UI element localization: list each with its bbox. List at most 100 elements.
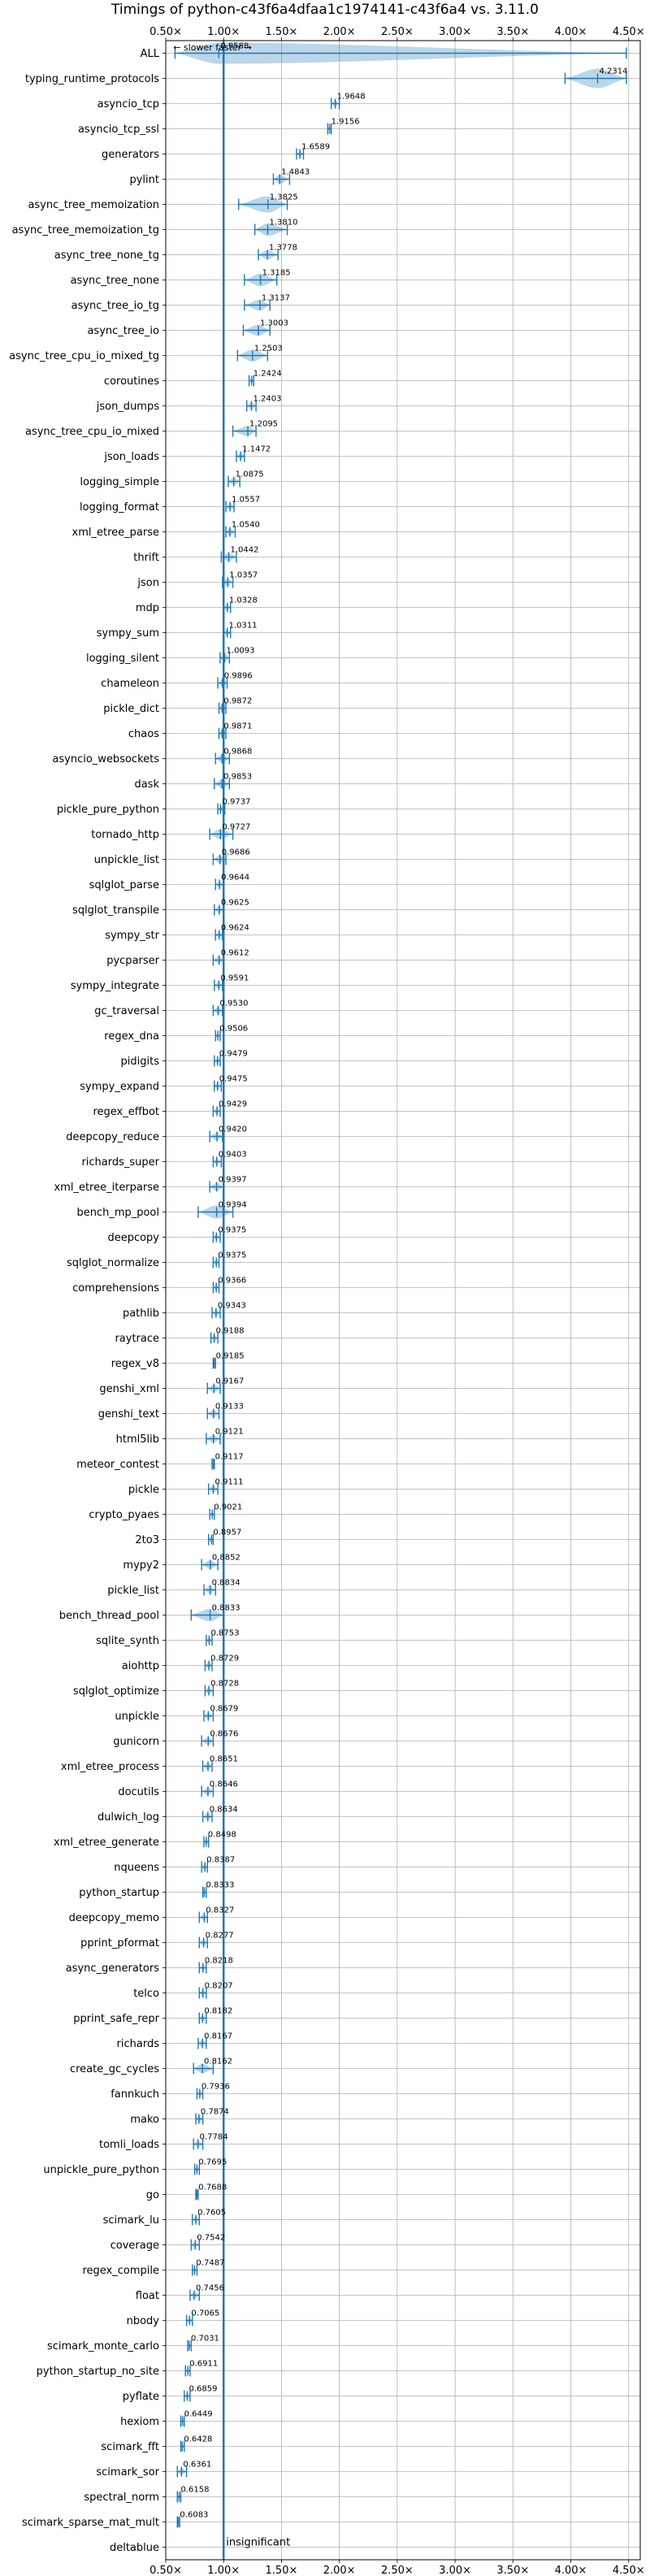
category-label: pidigits <box>121 1056 160 1068</box>
value-label: 1.0875 <box>236 471 264 479</box>
value-label: 1.0328 <box>229 596 258 605</box>
value-label: 0.9506 <box>219 1025 248 1034</box>
x-tick-label-bottom: 2.50× <box>381 2565 414 2576</box>
category-label: sqlglot_optimize <box>73 1685 159 1698</box>
value-label: 1.3825 <box>270 193 298 202</box>
value-label: 1.2424 <box>254 370 282 379</box>
value-label: 0.9111 <box>215 1478 244 1487</box>
value-label: 1.2403 <box>253 395 281 404</box>
category-label: genshi_xml <box>99 1383 159 1395</box>
category-label: sympy_expand <box>80 1081 159 1093</box>
value-label: 0.9133 <box>215 1403 244 1412</box>
value-label: 0.8646 <box>210 1780 238 1789</box>
value-label: 4.2314 <box>599 67 627 76</box>
category-label: comprehensions <box>72 1282 159 1295</box>
category-label: mako <box>130 2114 159 2126</box>
value-label: 0.8333 <box>206 1881 234 1890</box>
value-label: 0.8167 <box>204 2032 232 2041</box>
value-label: 0.7031 <box>191 2335 219 2344</box>
category-label: sqlite_synth <box>96 1635 159 1647</box>
category-label: deepcopy_memo <box>69 1912 159 1924</box>
value-label: 0.9167 <box>215 1377 244 1386</box>
category-label: scimark_fft <box>101 2441 159 2453</box>
category-label: sqlglot_parse <box>89 879 159 891</box>
category-label: spectral_norm <box>84 2491 159 2504</box>
category-label: deepcopy_reduce <box>66 1131 159 1143</box>
category-label: genshi_text <box>98 1408 159 1420</box>
category-label: regex_effbot <box>93 1106 159 1118</box>
category-label: logging_format <box>80 501 159 514</box>
value-label: 1.0557 <box>232 496 260 505</box>
value-label: 0.7065 <box>191 2309 219 2318</box>
direction-note: ← slower faster → <box>173 42 252 53</box>
value-label: 0.9475 <box>219 1075 248 1084</box>
category-label: deltablue <box>110 2542 159 2554</box>
value-label: 0.7688 <box>198 2184 227 2192</box>
category-label: richards <box>117 2038 160 2050</box>
value-label: 1.4843 <box>281 168 310 177</box>
category-label: asyncio_tcp <box>98 98 159 111</box>
category-label: thrift <box>133 552 159 564</box>
category-label: pprint_pformat <box>80 1937 159 1949</box>
value-label: 0.8207 <box>205 1982 233 1991</box>
value-label: 0.9343 <box>218 1302 246 1311</box>
value-label: 0.8182 <box>204 2007 232 2016</box>
category-label: regex_dna <box>104 1030 159 1043</box>
category-label: pprint_safe_repr <box>73 2013 159 2025</box>
value-label: 0.9188 <box>216 1327 245 1336</box>
x-tick-label-top: 0.50× <box>150 26 182 38</box>
value-label: 0.8651 <box>210 1755 238 1764</box>
value-label: 1.1472 <box>242 445 271 454</box>
category-label: xml_etree_generate <box>54 1837 159 1849</box>
value-label: 0.6158 <box>180 2486 209 2495</box>
category-label: pathlib <box>123 1308 159 1320</box>
value-label: 0.9896 <box>224 672 253 681</box>
category-label: async_tree_memoization <box>28 199 159 211</box>
value-label: 0.8498 <box>208 1831 236 1840</box>
category-label: ALL <box>141 48 160 60</box>
category-label: async_tree_none <box>71 275 159 287</box>
value-label: 0.7605 <box>197 2209 226 2218</box>
value-label: 0.9366 <box>218 1277 246 1286</box>
value-label: 0.9871 <box>223 722 252 731</box>
value-label: 0.8327 <box>206 1906 234 1915</box>
value-label: 0.7936 <box>202 2083 230 2092</box>
x-tick-label-top: 4.50× <box>613 26 645 38</box>
value-label: 0.7487 <box>196 2259 224 2268</box>
category-label: mdp <box>136 602 159 614</box>
value-label: 0.9612 <box>221 949 249 958</box>
category-label: gc_traversal <box>94 1005 159 1017</box>
category-label: xml_etree_parse <box>72 527 159 539</box>
category-label: bench_mp_pool <box>76 1207 159 1219</box>
value-label: 0.8729 <box>210 1654 239 1663</box>
value-label: 0.9403 <box>219 1151 247 1160</box>
category-label: asyncio_tcp_ssl <box>78 124 159 136</box>
value-label: 0.9121 <box>215 1428 244 1437</box>
value-label: 0.6449 <box>184 2410 213 2419</box>
value-label: 0.8753 <box>210 1629 239 1638</box>
value-label: 0.9420 <box>219 1125 247 1134</box>
value-label: 0.8834 <box>212 1579 240 1588</box>
category-label: pickle <box>128 1484 159 1496</box>
x-tick-label-bottom: 1.00× <box>207 2565 240 2576</box>
category-label: typing_runtime_protocols <box>25 73 159 85</box>
value-label: 0.9644 <box>221 874 249 883</box>
value-label: 0.9588 <box>220 42 249 51</box>
x-tick-label-top: 3.50× <box>496 26 529 38</box>
category-label: async_tree_none_tg <box>54 249 159 262</box>
category-label: scimark_sparse_mat_mult <box>22 2517 159 2529</box>
value-label: 0.7695 <box>198 2158 227 2167</box>
category-label: async_tree_cpu_io_mixed_tg <box>9 350 159 362</box>
category-label: json <box>136 577 159 589</box>
value-label: 0.8676 <box>210 1730 238 1739</box>
value-label: 0.8218 <box>205 1957 233 1966</box>
x-tick-label-top: 4.00× <box>555 26 587 38</box>
value-label: 0.9375 <box>218 1226 246 1235</box>
category-label: tomli_loads <box>99 2139 159 2151</box>
category-label: coroutines <box>104 375 159 388</box>
value-label: 0.9591 <box>220 974 249 983</box>
category-label: telco <box>133 1988 159 2000</box>
value-label: 0.9530 <box>220 1000 249 1008</box>
category-label: logging_simple <box>80 476 159 488</box>
value-label: 1.0311 <box>229 622 258 631</box>
